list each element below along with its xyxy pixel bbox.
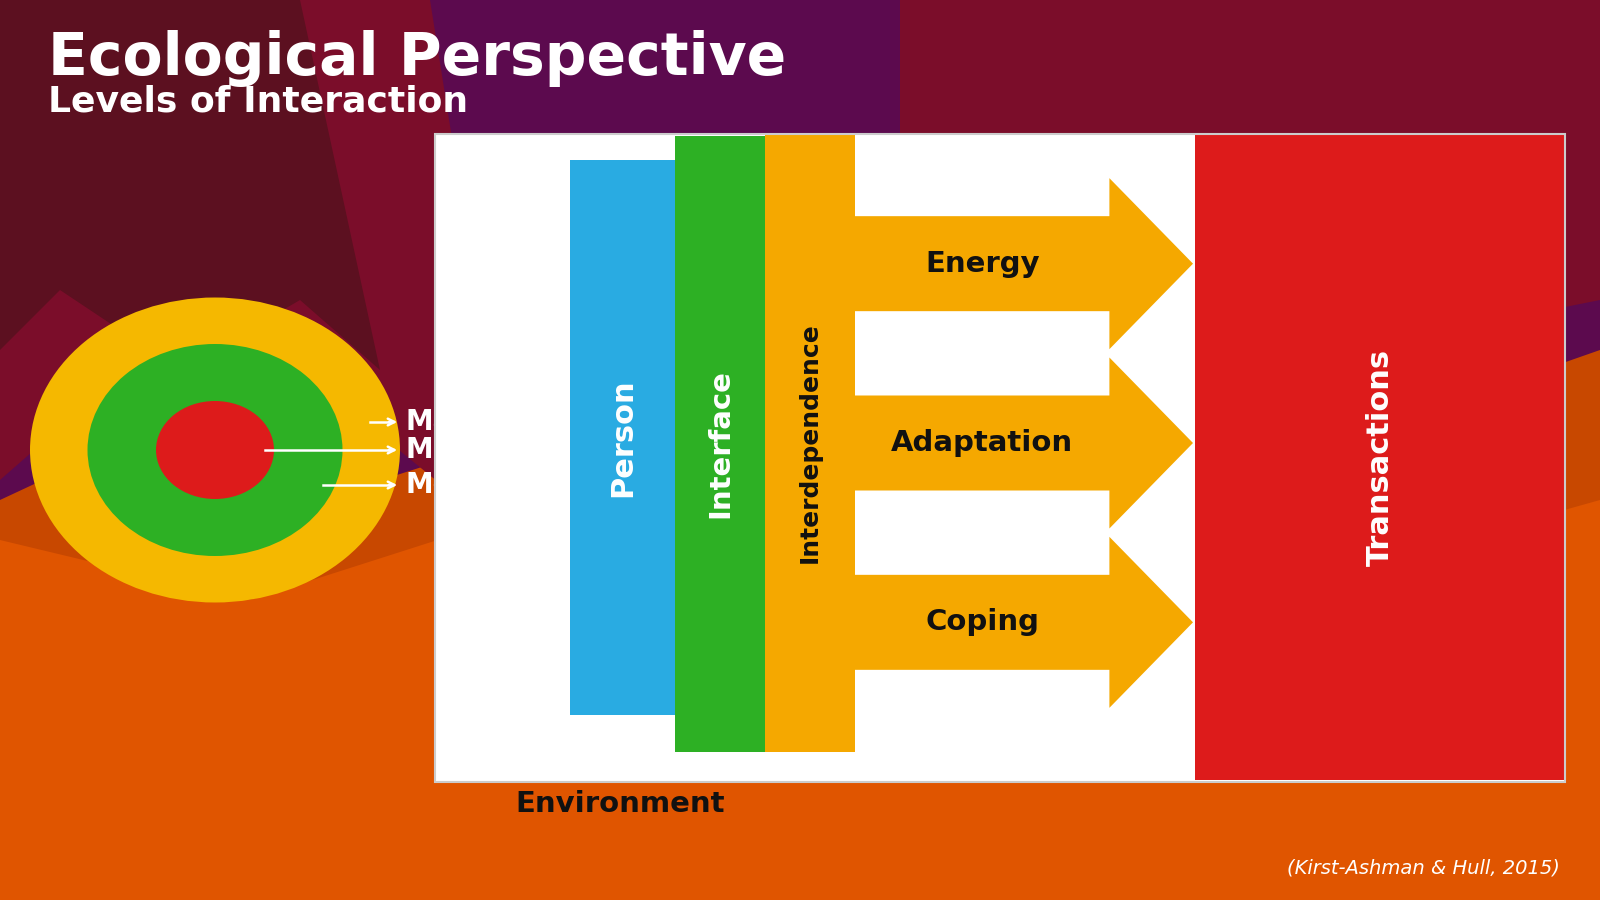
Text: (Kirst-Ashman & Hull, 2015): (Kirst-Ashman & Hull, 2015) [1286, 859, 1560, 878]
Ellipse shape [88, 344, 342, 556]
Text: Ecological Perspective: Ecological Perspective [48, 30, 786, 87]
Polygon shape [0, 350, 1600, 900]
Text: Energy: Energy [925, 249, 1040, 278]
Polygon shape [0, 0, 381, 370]
Text: Micro: Micro [406, 436, 493, 464]
Polygon shape [854, 357, 1194, 528]
Bar [435, 134, 1565, 782]
Polygon shape [0, 500, 1600, 900]
Bar [765, 134, 854, 752]
Bar [570, 160, 675, 715]
Text: Transactions: Transactions [1365, 348, 1395, 565]
Polygon shape [854, 178, 1194, 349]
Ellipse shape [30, 298, 400, 602]
Ellipse shape [157, 401, 274, 499]
Text: Levels of Interaction: Levels of Interaction [48, 85, 469, 119]
Bar [435, 134, 1565, 782]
Text: Person: Person [608, 378, 637, 497]
Text: Coping: Coping [925, 608, 1040, 636]
Text: Interface: Interface [706, 370, 734, 518]
Text: Adaptation: Adaptation [891, 429, 1074, 457]
Polygon shape [854, 536, 1194, 707]
Bar [675, 136, 765, 752]
Polygon shape [0, 0, 499, 500]
Text: Interdependence: Interdependence [798, 322, 822, 563]
Text: Environment: Environment [515, 790, 725, 818]
Text: Macro: Macro [406, 408, 502, 436]
Bar [1195, 134, 1565, 780]
Text: Mezzo: Mezzo [406, 471, 504, 499]
Polygon shape [899, 0, 1600, 340]
